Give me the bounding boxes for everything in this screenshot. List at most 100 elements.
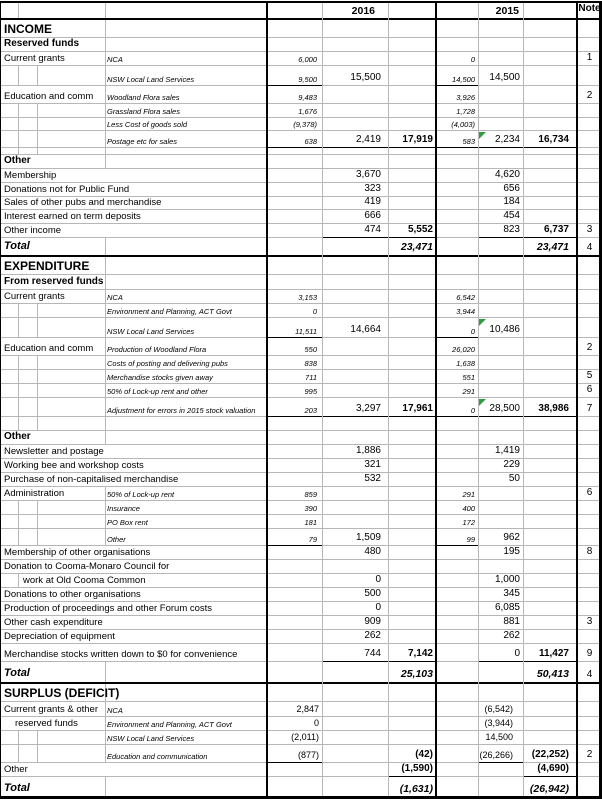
cell-surplus-env-planning-e[interactable]: (3,944): [484, 718, 513, 728]
cell-income-current-grants-nca-l1[interactable]: Current grants: [4, 52, 65, 64]
cell-exp-nca-l2[interactable]: NCA: [107, 292, 123, 302]
cell-exp-production-proceedings-b[interactable]: 0: [375, 602, 381, 613]
cell-income-other-income-note[interactable]: 3: [586, 224, 593, 235]
cell-surplus-nca-l1[interactable]: Current grants & other: [4, 703, 98, 715]
cell-income-total-note[interactable]: 4: [586, 242, 593, 253]
cell-exp-other-cash-b[interactable]: 909: [364, 616, 381, 627]
cell-income-postage-b[interactable]: 2,419: [322, 131, 388, 148]
cell-exp-adjustment-b[interactable]: 3,297: [322, 398, 388, 417]
cell-exp-insurance-d[interactable]: 400: [462, 503, 475, 513]
cell-income-total-f[interactable]: 23,471: [536, 240, 569, 253]
cell-exp-working-bee-lf[interactable]: Working bee and workshop costs: [4, 459, 144, 471]
cell-exp-admin-other-e[interactable]: 962: [503, 532, 520, 543]
cell-income-total-c[interactable]: 23,471: [400, 240, 433, 253]
cell-exp-depreciation-e[interactable]: 262: [503, 630, 520, 641]
cell-income-less-cogs-l2[interactable]: Less Cost of goods sold: [107, 119, 188, 129]
cell-income-interest-lf[interactable]: Interest earned on term deposits: [4, 210, 141, 222]
cell-exp-donation-cooma-lf[interactable]: Donation to Cooma-Monaro Council for: [4, 560, 170, 572]
cell-surplus-nsw-lls-a[interactable]: (2,011): [291, 732, 319, 742]
cell-surplus-env-planning-a[interactable]: 0: [313, 718, 319, 728]
cell-surplus-nsw-lls-l2[interactable]: NSW Local Land Services: [107, 733, 195, 743]
cell-exp-work-old-cooma-b[interactable]: 0: [375, 574, 381, 585]
cell-surplus-total-lf[interactable]: Total: [4, 782, 30, 794]
cell-surplus-nca-l2[interactable]: NCA: [107, 705, 123, 715]
cell-income-sales-other-pubs-b[interactable]: 419: [364, 196, 381, 207]
cell-exp-purchase-merch-e[interactable]: 50: [508, 473, 520, 484]
cell-income-nsw-lls-l2[interactable]: NSW Local Land Services: [107, 74, 195, 84]
cell-income-less-cogs-d[interactable]: (4,003): [451, 119, 475, 129]
cell-exp-work-old-cooma-e[interactable]: 1,000: [494, 574, 520, 585]
cell-income-other-income-c[interactable]: 5,552: [388, 224, 437, 238]
cell-from-reserved-heading-lf[interactable]: From reserved funds: [4, 276, 104, 287]
cell-exp-po-box-d[interactable]: 172: [462, 517, 475, 527]
cell-exp-newsletter-b[interactable]: 1,886: [355, 445, 381, 456]
cell-exp-depreciation-b[interactable]: 262: [364, 630, 381, 641]
cell-income-woodland-flora-l1[interactable]: Education and comm: [4, 90, 94, 102]
cell-exp-other-cash-note[interactable]: 3: [586, 616, 593, 627]
cell-exp-donations-orgs-e[interactable]: 345: [503, 588, 520, 599]
cell-exp-membership-orgs-note[interactable]: 8: [586, 546, 593, 557]
cell-income-woodland-flora-note[interactable]: 2: [586, 90, 593, 101]
cell-exp-merch-written-down-e[interactable]: 0: [478, 644, 523, 662]
cell-exp-nca-a[interactable]: 3,153: [298, 292, 317, 302]
cell-surplus-nca-e[interactable]: (6,542): [484, 704, 513, 714]
cell-exp-merch-given-d[interactable]: 551: [462, 372, 475, 382]
cell-income-postage-f[interactable]: 16,734: [523, 131, 577, 148]
cell-exp-lockup-rent-l2[interactable]: 50% of Lock-up rent and other: [107, 386, 208, 396]
cell-exp-insurance-a[interactable]: 390: [304, 503, 317, 513]
cell-exp-adjustment-l2[interactable]: Adjustment for errors in 2015 stock valu…: [107, 405, 256, 415]
cell-surplus-heading-lf[interactable]: SURPLUS (DEFICIT): [4, 686, 120, 700]
cell-header-note[interactable]: Note: [578, 3, 601, 14]
cell-exp-production-proceedings-lf[interactable]: Production of proceedings and other Foru…: [4, 602, 213, 614]
cell-exp-lockup-rent-d[interactable]: 291: [462, 386, 475, 396]
cell-income-current-grants-nca-l2[interactable]: NCA: [107, 54, 123, 64]
cell-income-interest-e[interactable]: 454: [503, 210, 520, 221]
cell-income-grassland-flora-l2[interactable]: Grassland Flora sales: [107, 106, 180, 116]
cell-surplus-educ-comm-f[interactable]: (22,252): [531, 749, 569, 760]
cell-income-grassland-flora-d[interactable]: 1,728: [456, 106, 475, 116]
cell-exp-membership-orgs-b[interactable]: 480: [364, 546, 381, 557]
cell-exp-admin-lockup-a[interactable]: 859: [304, 489, 317, 499]
cell-exp-membership-orgs-e[interactable]: 195: [503, 546, 520, 557]
cell-income-heading-lf[interactable]: INCOME: [4, 22, 52, 36]
cell-income-postage-l2[interactable]: Postage etc for sales: [107, 136, 178, 146]
cell-income-donations-lf[interactable]: Donations not for Public Fund: [4, 183, 130, 195]
cell-exp-admin-other-a[interactable]: 79: [268, 529, 322, 546]
cell-exp-env-planning-a[interactable]: 0: [312, 306, 317, 316]
cell-exp-admin-other-d[interactable]: 99: [437, 529, 478, 546]
cell-exp-production-proceedings-e[interactable]: 6,085: [494, 602, 520, 613]
cell-exp-po-box-l2[interactable]: PO Box rent: [107, 517, 148, 527]
cell-exp-costs-posting-l2[interactable]: Costs of posting and delivering pubs: [107, 358, 228, 368]
cell-surplus-other-lf[interactable]: Other: [4, 763, 28, 775]
cell-income-other-income-lf[interactable]: Other income: [4, 224, 62, 236]
cell-exp-adjustment-note[interactable]: 7: [586, 403, 593, 414]
cell-exp-nsw-lls-d[interactable]: 0: [437, 318, 478, 338]
cell-income-donations-e[interactable]: 656: [503, 183, 520, 194]
cell-exp-admin-lockup-note[interactable]: 6: [586, 487, 593, 498]
cell-exp-total-note[interactable]: 4: [586, 669, 593, 680]
cell-exp-nca-d[interactable]: 6,542: [456, 292, 475, 302]
cell-income-current-grants-nca-d[interactable]: 0: [470, 54, 475, 64]
cell-exp-other-cash-e[interactable]: 881: [503, 616, 520, 627]
cell-surplus-educ-comm-c[interactable]: (42): [415, 749, 433, 760]
cell-income-nsw-lls-d[interactable]: 14,500: [437, 66, 478, 86]
cell-income-postage-a[interactable]: 638: [268, 131, 322, 148]
cell-exp-merch-written-down-lf[interactable]: Merchandise stocks written down to $0 fo…: [4, 648, 238, 660]
cell-exp-purchase-merch-b[interactable]: 532: [364, 473, 381, 484]
cell-exp-admin-other-b[interactable]: 1,509: [355, 532, 381, 543]
cell-exp-depreciation-lf[interactable]: Depreciation of equipment: [4, 630, 115, 642]
cell-income-postage-c[interactable]: 17,919: [388, 131, 437, 148]
cell-exp-total-c[interactable]: 25,103: [400, 667, 433, 680]
cell-surplus-env-planning-l1[interactable]: reserved funds: [15, 717, 78, 729]
cell-income-sales-other-pubs-e[interactable]: 184: [503, 196, 520, 207]
cell-exp-lockup-rent-note[interactable]: 6: [586, 384, 593, 395]
cell-exp-admin-lockup-d[interactable]: 291: [462, 489, 475, 499]
cell-exp-po-box-a[interactable]: 181: [304, 517, 317, 527]
cell-exp-merch-written-down-c[interactable]: 7,142: [388, 644, 437, 662]
cell-exp-adjustment-e[interactable]: 28,500: [478, 398, 523, 417]
cell-exp-production-woodland-d[interactable]: 26,020: [452, 344, 475, 354]
cell-surplus-other-f[interactable]: (4,690): [523, 763, 577, 777]
cell-income-postage-d[interactable]: 583: [437, 131, 478, 148]
cell-header-b[interactable]: 2016: [351, 4, 375, 17]
cell-exp-merch-written-down-b[interactable]: 744: [322, 644, 388, 662]
